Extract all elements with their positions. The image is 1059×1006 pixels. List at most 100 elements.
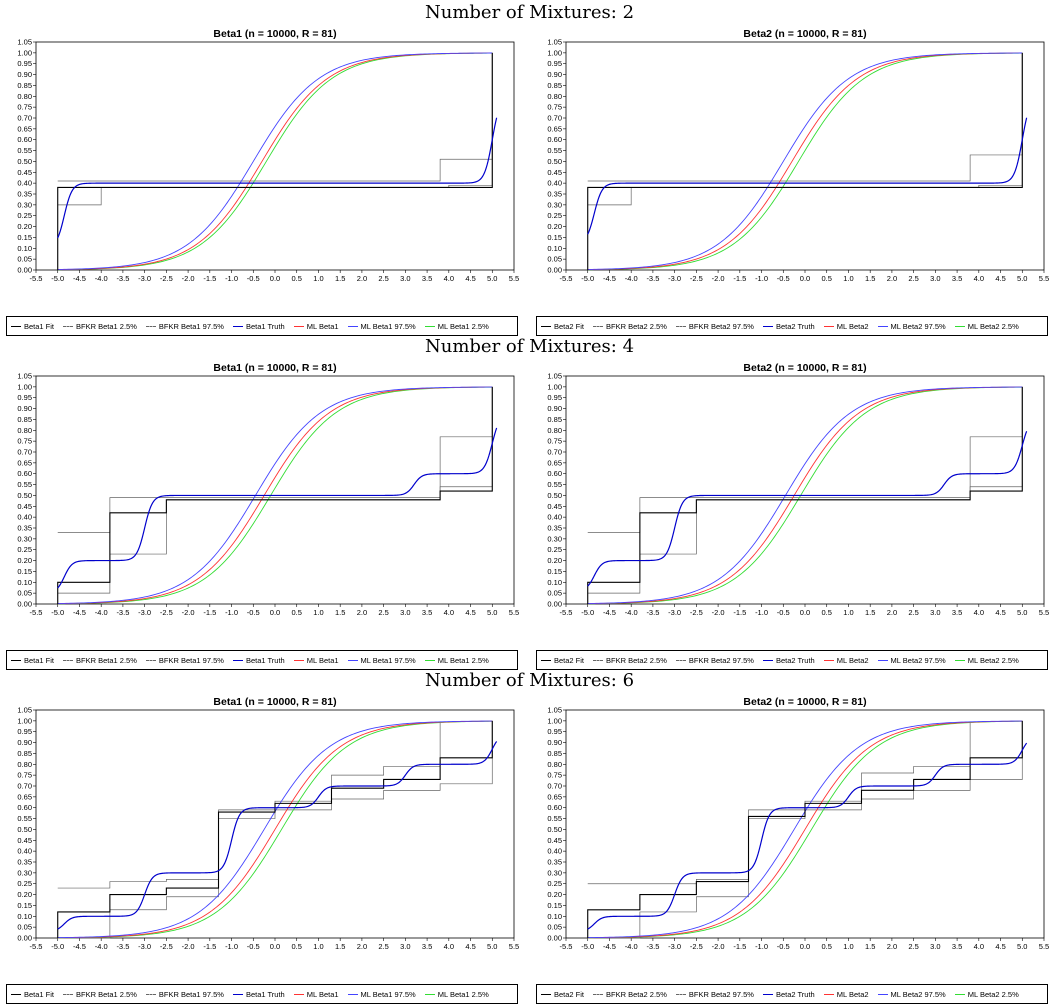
x-tick-label: 2.5	[908, 608, 918, 617]
chart-panel: Beta1 (n = 10000, R = 81) 0.00 0.05 0.10 0.1…	[0, 694, 520, 1006]
legend-swatch	[954, 993, 965, 995]
y-tick-label: 0.55	[547, 480, 562, 489]
y-tick-label: 0.85	[547, 415, 562, 424]
legend-item: ML Beta2	[823, 322, 869, 331]
y-tick-label: 0.55	[17, 146, 32, 155]
ml-lower-line	[587, 720, 1023, 939]
legend-label: Beta2 Fit	[554, 321, 585, 331]
x-tick-label: 3.5	[952, 608, 962, 617]
y-tick-label: 0.45	[547, 168, 562, 177]
section-title-1: Number of Mixtures: 2	[424, 2, 635, 23]
legend-item: BFKR Beta2 97.5%	[675, 656, 754, 665]
x-tick-label: 1.0	[313, 608, 323, 617]
x-tick-label: -0.5	[247, 942, 260, 951]
y-tick-label: 0.05	[547, 923, 562, 932]
y-tick-label: 1.00	[547, 48, 562, 57]
legend-swatch	[954, 325, 965, 327]
legend-item: ML Beta2 97.5%	[877, 989, 946, 999]
legend-label: BFKR Beta2 2.5%	[606, 989, 667, 999]
legend-label: Beta1 Truth	[245, 989, 285, 999]
legend-item: Beta1 Fit	[11, 322, 54, 331]
y-tick-label: 0.60	[547, 803, 562, 812]
x-tick-label: -2.0	[712, 274, 725, 283]
y-tick-label: 0.70	[547, 114, 562, 123]
y-tick-label: 0.20	[547, 222, 562, 231]
legend-label: ML Beta2 97.5%	[890, 989, 946, 999]
y-tick-label: 0.85	[17, 415, 32, 424]
y-tick-label: 0.65	[17, 458, 32, 467]
x-tick-label: 3.5	[422, 608, 432, 617]
y-tick-label: 0.40	[17, 179, 32, 188]
y-tick-label: 0.15	[547, 901, 562, 910]
legend-item: Beta1 Truth	[232, 989, 285, 999]
chart-legend: Beta1 Fit BFKR Beta1 2.5% BFKR Beta1 97.5%…	[6, 316, 518, 336]
x-tick-label: 4.0	[444, 274, 454, 283]
y-tick-label: 1.05	[17, 38, 32, 47]
x-tick-label: 2.5	[908, 942, 918, 951]
y-tick-label: 0.00	[17, 266, 32, 275]
legend-label: ML Beta1	[306, 321, 339, 331]
y-tick-label: 0.25	[547, 211, 562, 220]
x-tick-label: -5.0	[51, 608, 64, 617]
y-tick-label: 0.95	[547, 59, 562, 68]
y-tick-label: 0.55	[17, 480, 32, 489]
x-tick-label: 0.5	[822, 274, 832, 283]
plot-frame	[35, 41, 515, 271]
legend-swatch	[11, 993, 21, 995]
x-tick-label: 3.0	[400, 608, 410, 617]
x-tick-label: 2.5	[908, 274, 918, 283]
y-tick-label: 0.50	[17, 491, 32, 500]
legend-item: ML Beta1 97.5%	[347, 990, 416, 999]
legend-swatch	[593, 325, 604, 327]
legend-swatch	[63, 993, 74, 995]
y-tick-label: 1.00	[547, 382, 562, 391]
x-tick-label: -1.5	[203, 608, 216, 617]
x-tick-label: -3.0	[668, 608, 681, 617]
ml-estimate-line	[57, 52, 493, 271]
x-tick-label: -5.0	[581, 274, 594, 283]
y-tick-label: 0.70	[547, 448, 562, 457]
y-tick-label: 0.75	[17, 437, 32, 446]
legend-swatch	[63, 325, 74, 327]
legend-swatch	[232, 659, 243, 661]
legend-item: ML Beta1 2.5%	[424, 990, 489, 999]
x-tick-label: 4.5	[465, 942, 475, 951]
legend-item: BFKR Beta2 2.5%	[593, 322, 667, 331]
y-tick-label: 0.80	[17, 426, 32, 435]
x-tick-label: 5.0	[1017, 274, 1027, 283]
x-tick-label: 0.5	[292, 274, 302, 283]
y-tick-label: 0.55	[547, 814, 562, 823]
y-tick-label: 0.00	[547, 600, 562, 609]
y-tick-label: 0.90	[17, 404, 32, 413]
legend-label: BFKR Beta2 2.5%	[606, 655, 667, 665]
y-tick-label: 0.95	[547, 393, 562, 402]
legend-label: Beta1 Fit	[24, 321, 55, 331]
x-tick-label: -0.5	[247, 274, 260, 283]
y-tick-label: 0.60	[17, 469, 32, 478]
chart-legend: Beta1 Fit BFKR Beta1 2.5% BFKR Beta1 97.5%…	[6, 984, 518, 1004]
legend-item: ML Beta2 2.5%	[954, 656, 1019, 665]
x-tick-label: -4.5	[603, 608, 616, 617]
x-tick-label: 3.0	[400, 942, 410, 951]
legend-swatch	[11, 325, 21, 327]
x-tick-label: 4.0	[974, 608, 984, 617]
x-tick-label: 4.0	[974, 942, 984, 951]
x-tick-label: 0.0	[270, 608, 280, 617]
x-tick-label: -2.0	[712, 942, 725, 951]
legend-swatch	[145, 325, 156, 327]
y-tick-label: 0.60	[547, 469, 562, 478]
y-tick-label: 0.50	[547, 491, 562, 500]
legend-swatch	[877, 659, 888, 661]
legend-item: BFKR Beta2 2.5%	[593, 656, 667, 665]
legend-item: BFKR Beta1 2.5%	[63, 990, 137, 999]
legend-item: ML Beta2 2.5%	[954, 322, 1019, 331]
y-tick-label: 0.25	[17, 211, 32, 220]
legend-item: BFKR Beta1 97.5%	[145, 656, 224, 665]
x-tick-label: -4.0	[625, 608, 638, 617]
y-tick-label: 0.30	[547, 868, 562, 877]
y-tick-label: 0.75	[547, 103, 562, 112]
y-tick-label: 0.30	[17, 868, 32, 877]
y-tick-label: 0.65	[17, 124, 32, 133]
chart-legend: Beta1 Fit BFKR Beta1 2.5% BFKR Beta1 97.5%…	[6, 650, 518, 670]
bfkr-upper-line	[587, 52, 1023, 182]
